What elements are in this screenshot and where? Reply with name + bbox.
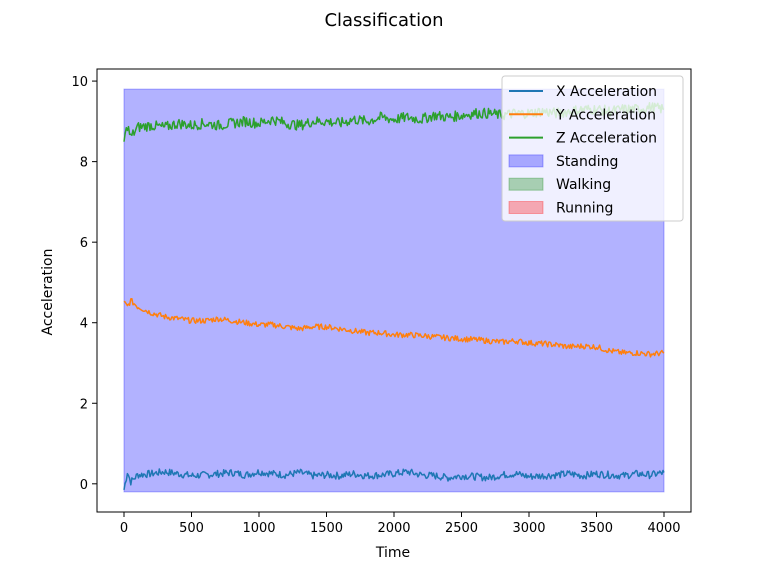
series-line-x-acceleration [123,468,665,491]
legend-swatch-patch [508,177,544,191]
x-tick-label: 2000 [377,521,410,536]
y-tick-label: 0 [80,478,88,493]
x-tick-label: 0 [120,521,128,536]
legend-label: Walking [556,177,611,193]
x-axis: 0 500 1000 1500 2000 2500 3000 3500 4000 [120,512,681,536]
legend-swatch-patch [508,154,544,168]
y-tick-label: 10 [71,75,88,90]
axes-frame [96,68,692,513]
x-tick-label: 3500 [580,521,613,536]
x-tick-label: 2500 [445,521,478,536]
legend-label: Running [556,201,613,217]
legend: X Acceleration Y Acceleration Z Accelerati… [501,75,684,222]
legend-label: Z Acceleration [556,131,657,147]
y-axis: 0 2 4 6 8 10 [71,75,97,493]
x-tick-label: 3000 [512,521,545,536]
y-tick-label: 4 [80,317,88,332]
legend-box [501,75,684,222]
legend-label: X Acceleration [556,84,657,100]
x-tick-label: 1500 [310,521,343,536]
legend-label: Standing [556,154,618,170]
legend-label: Y Acceleration [555,107,656,123]
chart-title: Classification [324,10,443,31]
x-axis-label: Time [375,545,410,561]
legend-swatch-patch [508,201,544,214]
x-tick-label: 500 [179,521,204,536]
series-line-y-acceleration [123,298,665,358]
x-tick-label: 1000 [242,521,275,536]
y-tick-label: 6 [80,236,88,251]
x-tick-label: 4000 [647,521,680,536]
y-tick-label: 2 [80,397,88,412]
y-axis-label: Acceleration [40,249,56,336]
y-tick-label: 8 [80,156,88,171]
